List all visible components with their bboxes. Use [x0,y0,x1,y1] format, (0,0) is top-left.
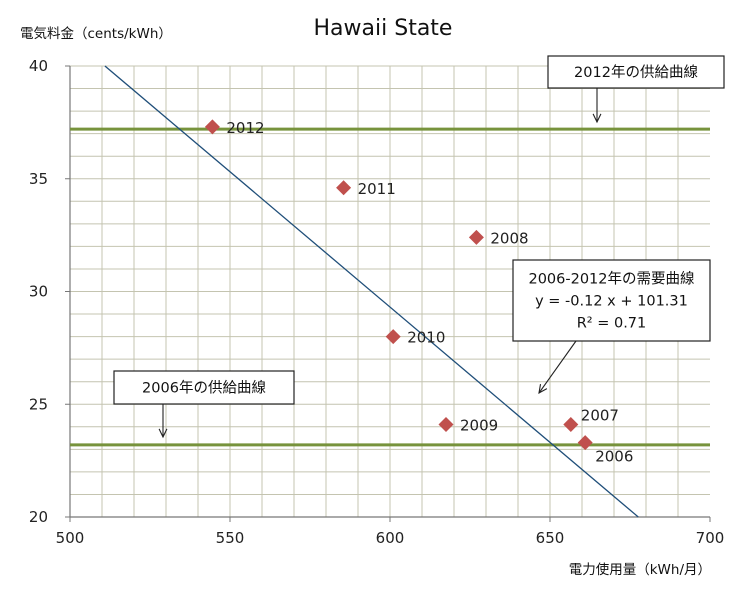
data-point-label: 2010 [407,329,445,347]
y-tick-label: 40 [29,57,48,75]
data-point-marker [336,180,352,196]
callout-demand-text: R² = 0.71 [577,316,647,332]
data-point-label: 2008 [490,229,528,247]
data-point-label: 2011 [358,180,396,198]
data-point-marker [438,417,454,433]
callout-supply-2012: 2012年の供給曲線 [547,55,725,89]
y-tick-label: 20 [29,508,48,526]
demand-line-group [104,65,639,518]
data-point-marker [577,435,593,451]
y-tick-label: 25 [29,395,48,413]
callout-supply-2006-text: 2006年の供給曲線 [142,380,266,397]
supply-lines [70,127,710,447]
x-tick-label: 700 [696,529,725,547]
demand-line [104,65,639,518]
arrow-demand [538,340,577,394]
axes [65,65,711,522]
data-point-label: 2009 [460,417,498,435]
callout-demand-text: 2006-2012年の需要曲線 [528,271,694,288]
callouts: 2012年の供給曲線 2006年の供給曲線 2006-2012年の需要曲線 y = -… [113,55,725,439]
data-point-label: 2006 [595,448,633,466]
callout-demand-text: y = -0.12 x + 101.31 [535,294,688,310]
y-tick-label: 30 [29,283,48,301]
callout-supply-2006-frame [113,370,295,405]
x-tick-label: 500 [56,529,85,547]
callout-supply-2012-text: 2012年の供給曲線 [574,64,698,81]
y-axis-label: 電気料金（cents/kWh） [20,26,172,42]
chart-title: Hawaii State [314,16,453,41]
data-point-marker [385,329,401,345]
callout-demand: 2006-2012年の需要曲線 y = -0.12 x + 101.31 R² = … [512,259,711,342]
data-point-marker [563,417,579,433]
data-point-label: 2012 [226,119,264,137]
tick-labels: 500 550 600 650 700 20 25 30 35 40 [29,57,724,547]
arrow-supply-2012-head [592,113,602,124]
data-points: 2006 2007 2008 2009 2010 2011 2012 [204,119,633,466]
callout-supply-2006: 2006年の供給曲線 [113,370,295,405]
data-point-label: 2007 [581,407,619,425]
x-axis-label: 電力使用量（kWh/月） [569,561,711,578]
x-tick-label: 600 [376,529,405,547]
callout-demand-frame [512,259,711,342]
callout-supply-2012-frame [547,55,725,89]
x-tick-label: 650 [536,529,565,547]
arrow-supply-2006-head [158,428,168,439]
x-tick-label: 550 [216,529,245,547]
arrow-demand-head [538,384,548,395]
data-point-marker [468,229,484,245]
y-tick-label: 35 [29,170,48,188]
data-point-marker [204,119,220,135]
